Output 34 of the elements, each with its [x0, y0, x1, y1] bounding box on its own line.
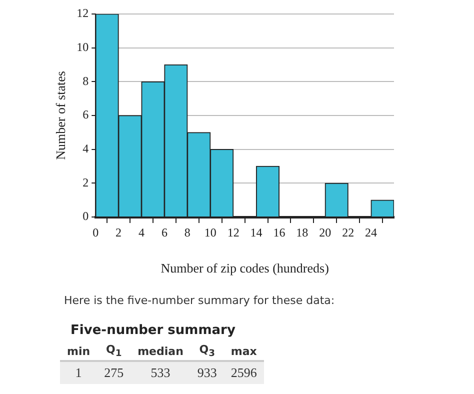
- x-tick-label: 0: [92, 225, 99, 240]
- x-axis-title: Number of zip codes (hundreds): [160, 260, 329, 276]
- text: max: [224, 342, 264, 362]
- text: min: [60, 342, 98, 362]
- x-tick-label: 4: [138, 225, 145, 240]
- y-axis-title: Number of states: [53, 71, 68, 160]
- y-tick-label: 6: [82, 108, 89, 122]
- text: Q$_{1}$: [97, 342, 131, 362]
- x-tick-label: 8: [184, 225, 190, 240]
- x-tick-label: 18: [296, 225, 308, 240]
- text: 533: [130, 361, 190, 384]
- y-tick-label: 0: [82, 209, 89, 224]
- x-tick-label: 24: [365, 225, 378, 240]
- y-tick-label: 4: [82, 141, 89, 156]
- text: Five-number summary: [70, 323, 236, 338]
- x-tick-label: 12: [227, 225, 240, 240]
- text: 1: [60, 361, 98, 384]
- text: 275: [97, 361, 131, 384]
- x-tick-label: 20: [319, 225, 332, 240]
- y-tick-label: 12: [76, 6, 89, 20]
- text: 933: [190, 361, 224, 384]
- x-tick-label: 22: [342, 225, 354, 240]
- x-tick-label: 16: [273, 225, 286, 240]
- y-tick-label: 8: [82, 74, 89, 88]
- x-tick-label: 6: [161, 225, 168, 240]
- y-tick-label: 10: [76, 40, 89, 54]
- x-tick-label: 10: [204, 225, 216, 240]
- x-tick-label: 2: [116, 225, 122, 240]
- x-tick-label: 14: [250, 225, 262, 240]
- text: Here is the five-number summary for these data:: [64, 294, 335, 307]
- text: median: [130, 342, 190, 362]
- y-tick-label: 2: [82, 175, 89, 190]
- text: Q$_{3}$: [190, 342, 224, 362]
- text: 2596: [224, 361, 264, 384]
